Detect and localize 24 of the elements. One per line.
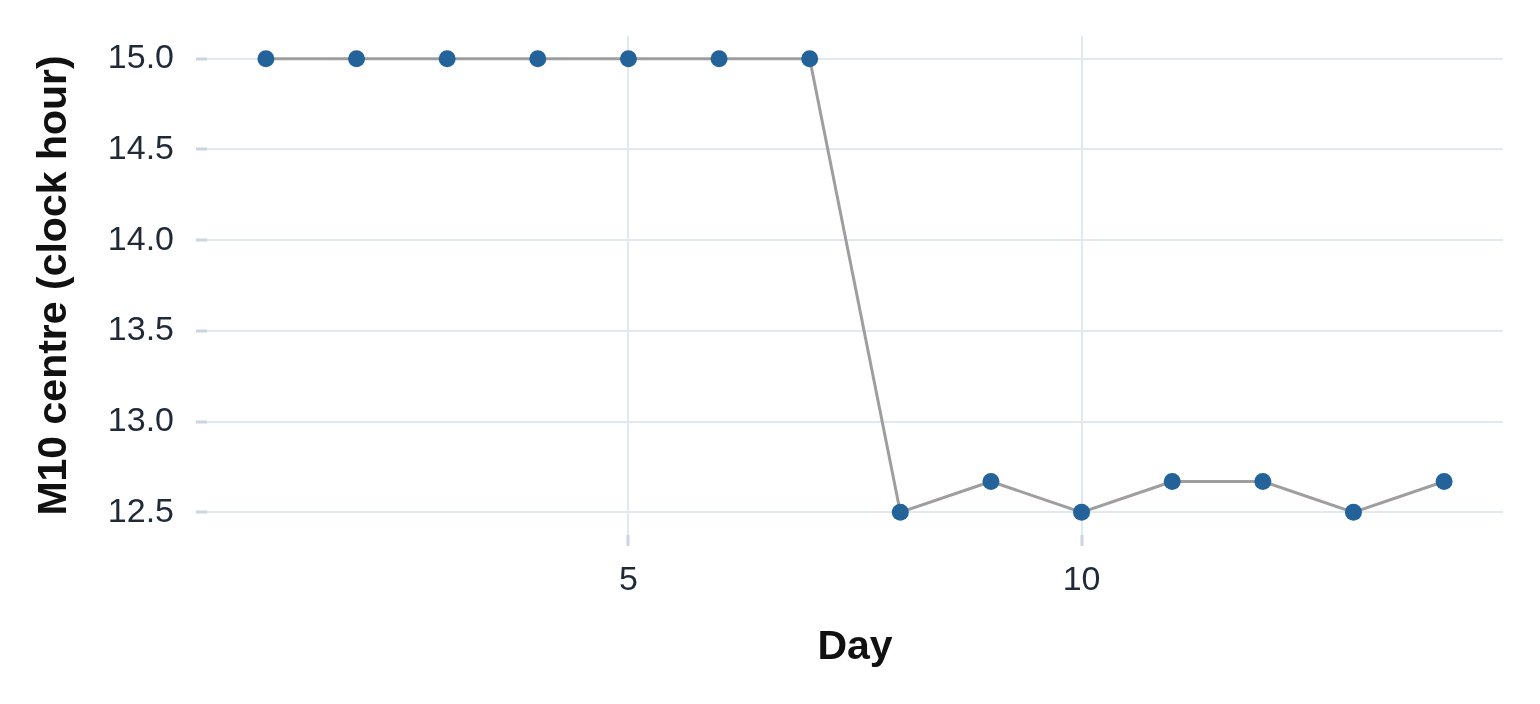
y-tick-label: 14.5 [107,127,174,166]
point [619,50,637,68]
y-tick-label: 13.5 [107,309,174,348]
point [1344,503,1362,521]
point [438,50,456,68]
point [1163,472,1181,490]
point [529,50,547,68]
point [348,50,366,68]
y-tick-label: 14.0 [107,218,174,257]
x-tick-label: 5 [618,558,638,597]
point [891,503,909,521]
x-tick-label: 10 [1062,558,1101,597]
y-tick-label: 15.0 [107,37,174,76]
point [1435,472,1453,490]
x-axis-title: Day [817,621,893,668]
point [1073,503,1091,521]
point [982,472,1000,490]
y-axis-title: M10 centre (clock hour) [28,55,75,516]
y-tick-label: 13.0 [107,399,174,438]
point [257,50,275,68]
y-tick-label: 12.5 [107,490,174,529]
point [801,50,819,68]
point [1254,472,1272,490]
point [710,50,728,68]
